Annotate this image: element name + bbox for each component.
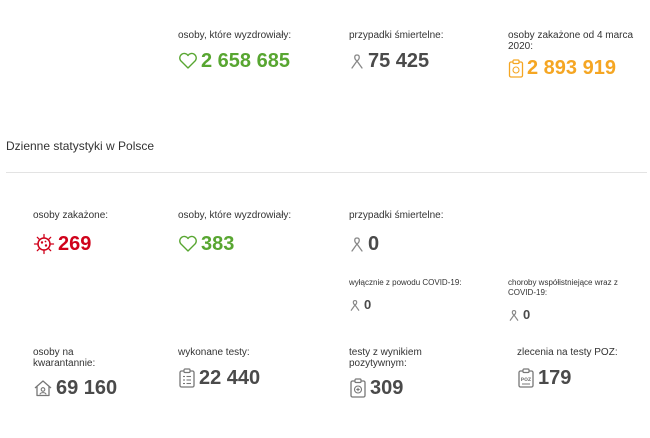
clipboard-poz-icon: POZ bbox=[517, 368, 535, 388]
tests-done-label: wykonane testy: bbox=[178, 347, 250, 358]
deaths-comorbid-value-row: 0 bbox=[508, 307, 643, 323]
total-recovered: osoby, które wyzdrowiały: 2 658 685 bbox=[178, 30, 328, 73]
quarantine-label: osoby na kwarantannie: bbox=[33, 347, 96, 369]
poz-orders-value: 179 bbox=[538, 367, 572, 389]
heart-icon bbox=[178, 52, 198, 70]
daily-tests-done: wykonane testy: 22 440 bbox=[178, 347, 308, 390]
daily-infected: osoby zakażone: 269 bbox=[33, 210, 153, 256]
total-infected-since-label: osoby zakażone od 4 marca 2020: bbox=[508, 30, 634, 52]
clipboard-icon bbox=[508, 58, 524, 78]
daily-recovered-value-row: 383 bbox=[178, 232, 328, 256]
daily-recovered-value: 383 bbox=[201, 233, 235, 255]
total-infected-since-value-row: 2 893 919 bbox=[508, 56, 648, 80]
poz-orders-value-row: POZ 179 bbox=[517, 366, 647, 390]
total-recovered-label: osoby, które wyzdrowiały: bbox=[178, 30, 292, 41]
daily-deaths-value-row: 0 bbox=[349, 232, 489, 256]
daily-quarantine: osoby na kwarantannie: 69 160 bbox=[33, 347, 123, 400]
daily-deaths-comorbid: choroby współistniejące wraz z COVID-19:… bbox=[508, 278, 643, 323]
daily-recovered-label: osoby, które wyzdrowiały: bbox=[178, 210, 292, 221]
deaths-comorbid-value: 0 bbox=[523, 307, 531, 322]
deaths-covid-only-value: 0 bbox=[364, 297, 372, 312]
positive-tests-value: 309 bbox=[370, 377, 404, 399]
daily-deaths-value: 0 bbox=[368, 233, 380, 255]
total-recovered-value: 2 658 685 bbox=[201, 50, 290, 72]
heart-icon bbox=[178, 235, 198, 253]
daily-deaths-label: przypadki śmiertelne: bbox=[349, 210, 444, 221]
deaths-covid-only-value-row: 0 bbox=[349, 297, 489, 313]
daily-infected-value-row: 269 bbox=[33, 232, 153, 256]
section-divider bbox=[6, 172, 647, 173]
daily-recovered: osoby, które wyzdrowiały: 383 bbox=[178, 210, 328, 256]
total-infected-since-value: 2 893 919 bbox=[527, 57, 616, 79]
quarantine-value: 69 160 bbox=[56, 377, 118, 399]
clipboard-list-icon bbox=[178, 368, 196, 388]
house-icon bbox=[33, 379, 53, 397]
ribbon-icon bbox=[508, 308, 520, 322]
ribbon-icon bbox=[349, 235, 365, 253]
daily-deaths-covid-only: wyłącznie z powodu COVID-19: 0 bbox=[349, 278, 489, 313]
total-infected-since: osoby zakażone od 4 marca 2020: 2 893 91… bbox=[508, 30, 648, 80]
tests-done-value: 22 440 bbox=[199, 367, 261, 389]
poz-orders-label: zlecenia na testy POZ: bbox=[517, 347, 618, 358]
total-deaths-value: 75 425 bbox=[368, 50, 430, 72]
daily-poz-orders: zlecenia na testy POZ: POZ 179 bbox=[517, 347, 647, 390]
total-deaths-value-row: 75 425 bbox=[349, 49, 489, 73]
total-deaths: przypadki śmiertelne: 75 425 bbox=[349, 30, 489, 73]
daily-infected-label: osoby zakażone: bbox=[33, 210, 109, 221]
daily-deaths: przypadki śmiertelne: 0 bbox=[349, 210, 489, 256]
positive-tests-label: testy z wynikiem pozytywnym: bbox=[349, 347, 422, 369]
positive-tests-value-row: 309 bbox=[349, 376, 459, 400]
virus-icon bbox=[33, 233, 55, 255]
svg-text:POZ: POZ bbox=[521, 377, 532, 383]
deaths-comorbid-label: choroby współistniejące wraz z COVID-19: bbox=[508, 278, 618, 297]
ribbon-icon bbox=[349, 298, 361, 312]
deaths-covid-only-label: wyłącznie z powodu COVID-19: bbox=[349, 278, 462, 287]
ribbon-icon bbox=[349, 52, 365, 70]
tests-done-value-row: 22 440 bbox=[178, 366, 308, 390]
clipboard-plus-icon bbox=[349, 378, 367, 398]
total-recovered-value-row: 2 658 685 bbox=[178, 49, 328, 73]
total-deaths-label: przypadki śmiertelne: bbox=[349, 30, 444, 41]
daily-positive-tests: testy z wynikiem pozytywnym: 309 bbox=[349, 347, 459, 400]
daily-infected-value: 269 bbox=[58, 233, 92, 255]
daily-section-title: Dzienne statystyki w Polsce bbox=[6, 139, 155, 153]
quarantine-value-row: 69 160 bbox=[33, 376, 123, 400]
